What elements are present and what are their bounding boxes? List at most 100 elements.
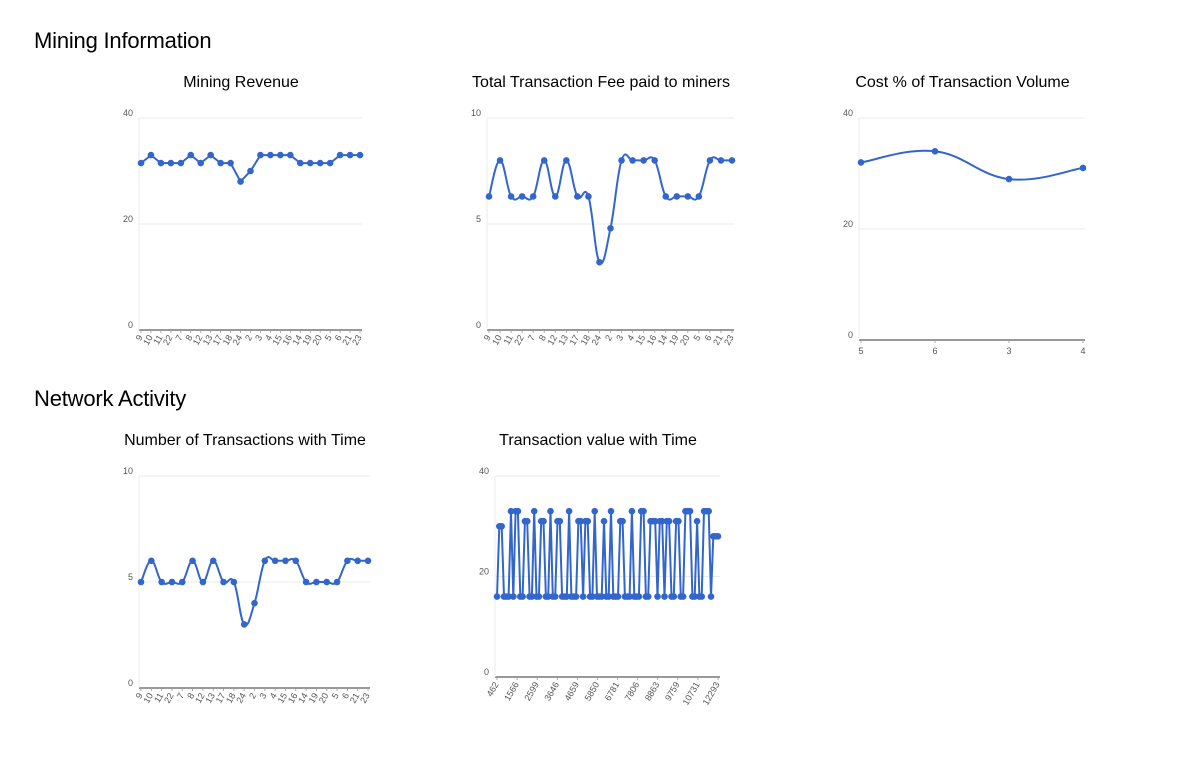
data-point[interactable] [277, 151, 284, 159]
data-point[interactable] [563, 157, 570, 164]
data-point[interactable] [267, 151, 274, 159]
data-point[interactable] [296, 159, 304, 167]
data-point[interactable] [675, 517, 682, 525]
data-point[interactable] [535, 593, 543, 600]
data-point[interactable] [654, 593, 661, 600]
data-point[interactable] [287, 151, 294, 159]
data-point[interactable] [651, 517, 659, 525]
data-point[interactable] [518, 193, 526, 200]
data-point[interactable] [333, 578, 341, 586]
data-point[interactable] [544, 593, 552, 600]
data-point[interactable] [168, 578, 176, 586]
data-point[interactable] [302, 578, 310, 586]
data-point[interactable] [629, 157, 636, 164]
data-point[interactable] [514, 507, 522, 515]
data-point[interactable] [619, 517, 626, 525]
data-point[interactable] [600, 517, 608, 525]
data-point[interactable] [230, 578, 238, 586]
data-point[interactable] [344, 557, 351, 565]
data-point[interactable] [354, 557, 361, 565]
data-point[interactable] [698, 593, 706, 600]
data-point[interactable] [579, 593, 587, 600]
data-point[interactable] [240, 621, 248, 628]
data-point[interactable] [336, 151, 344, 159]
data-point[interactable] [207, 151, 214, 159]
data-point[interactable] [574, 193, 581, 200]
data-point[interactable] [187, 151, 195, 159]
data-point[interactable] [577, 517, 585, 525]
data-point[interactable] [931, 148, 939, 155]
data-point[interactable] [178, 578, 186, 586]
data-point[interactable] [323, 578, 331, 586]
data-point[interactable] [1005, 175, 1013, 183]
data-point[interactable] [220, 578, 227, 586]
data-point[interactable] [523, 517, 531, 525]
data-point[interactable] [251, 599, 258, 607]
data-point[interactable] [644, 593, 652, 600]
data-point[interactable] [282, 557, 289, 565]
data-point[interactable] [507, 193, 515, 200]
data-point[interactable] [157, 159, 165, 167]
data-point[interactable] [618, 157, 625, 164]
data-point[interactable] [505, 593, 512, 600]
data-point[interactable] [509, 593, 517, 600]
data-point[interactable] [651, 157, 658, 164]
data-point[interactable] [257, 151, 264, 159]
data-point[interactable] [540, 517, 547, 525]
data-point[interactable] [598, 593, 605, 600]
data-point[interactable] [589, 593, 596, 600]
data-point[interactable] [614, 593, 622, 600]
data-point[interactable] [326, 159, 334, 167]
data-point[interactable] [673, 193, 681, 200]
data-point[interactable] [607, 224, 614, 232]
data-point[interactable] [529, 193, 537, 200]
data-point[interactable] [584, 517, 592, 525]
data-point[interactable] [626, 593, 633, 600]
data-point[interactable] [551, 193, 559, 200]
data-point[interactable] [658, 517, 666, 525]
data-point[interactable] [137, 159, 145, 167]
data-point[interactable] [189, 557, 196, 565]
data-point[interactable] [686, 507, 694, 515]
data-point[interactable] [237, 178, 244, 185]
data-point[interactable] [247, 167, 254, 175]
data-point[interactable] [585, 193, 592, 200]
data-point[interactable] [316, 159, 324, 167]
data-point[interactable] [605, 593, 612, 600]
data-point[interactable] [519, 593, 526, 600]
data-point[interactable] [679, 593, 687, 600]
data-point[interactable] [665, 517, 673, 525]
data-point[interactable] [714, 533, 722, 540]
data-point[interactable] [313, 578, 320, 586]
data-point[interactable] [530, 507, 538, 515]
data-point[interactable] [507, 507, 515, 515]
data-point[interactable] [857, 159, 865, 166]
data-point[interactable] [292, 557, 300, 565]
data-point[interactable] [485, 193, 493, 200]
data-point[interactable] [661, 593, 668, 600]
data-point[interactable] [596, 258, 603, 266]
data-point[interactable] [551, 593, 559, 600]
data-point[interactable] [707, 593, 715, 600]
data-point[interactable] [547, 507, 554, 515]
data-point[interactable] [498, 522, 505, 530]
data-point[interactable] [496, 157, 504, 164]
data-point[interactable] [227, 159, 234, 167]
data-point[interactable] [209, 557, 217, 565]
data-point[interactable] [356, 151, 364, 159]
data-point[interactable] [540, 157, 548, 164]
data-point[interactable] [691, 593, 699, 600]
data-point[interactable] [728, 157, 736, 164]
data-point[interactable] [158, 578, 165, 586]
data-point[interactable] [662, 193, 670, 200]
data-point[interactable] [635, 593, 643, 600]
data-point[interactable] [1079, 164, 1087, 172]
data-point[interactable] [572, 593, 580, 600]
data-point[interactable] [556, 517, 564, 525]
data-point[interactable] [693, 517, 701, 525]
data-point[interactable] [628, 507, 636, 515]
data-point[interactable] [684, 193, 692, 200]
data-point[interactable] [306, 159, 314, 167]
data-point[interactable] [640, 157, 647, 164]
data-point[interactable] [137, 578, 145, 586]
